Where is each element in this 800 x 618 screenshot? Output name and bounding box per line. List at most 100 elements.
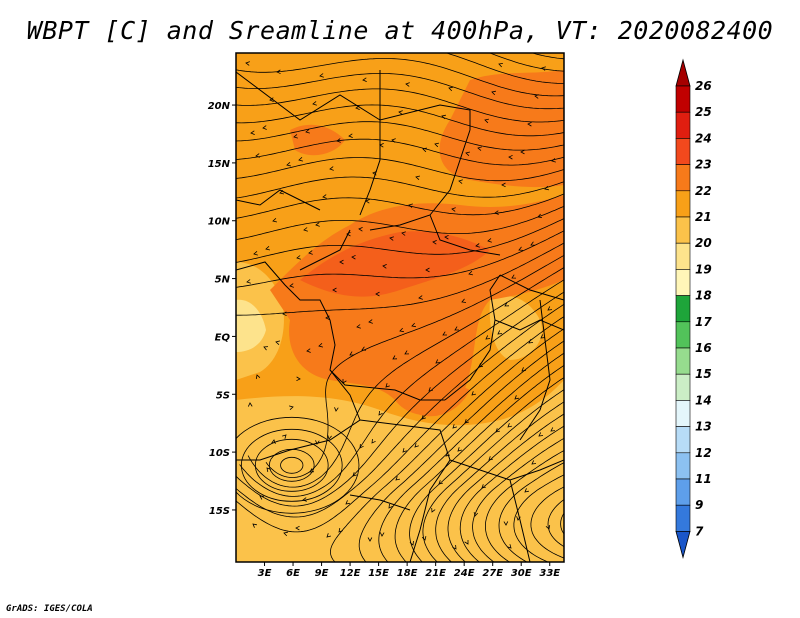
streamline-arrow	[395, 476, 400, 481]
streamline-arrow	[312, 101, 317, 106]
streamline	[513, 474, 564, 562]
streamline-arrow	[488, 456, 493, 461]
streamline	[488, 53, 564, 72]
colorbar-label: 23	[695, 158, 712, 172]
lat-tick-label: 10N	[208, 217, 231, 228]
colorbar-label: 9	[695, 498, 703, 512]
streamline-arrow	[537, 213, 543, 218]
streamline	[422, 389, 564, 562]
streamline-arrow	[547, 306, 553, 311]
streamline-arrow	[255, 374, 261, 379]
map-field	[236, 53, 569, 562]
lon-tick-label: 30E	[511, 568, 532, 579]
streamline-arrow	[501, 182, 506, 188]
lat-tick-label: 15S	[209, 506, 230, 517]
colorbar-label: 25	[695, 105, 712, 119]
colorbar-swatch	[675, 347, 691, 375]
streamlines	[236, 53, 569, 562]
colorbar-swatch	[675, 478, 691, 506]
colorbar-label: 19	[695, 262, 712, 276]
streamline-arrow	[421, 536, 427, 541]
streamline-arrow	[432, 240, 437, 245]
streamline-arrow	[293, 134, 298, 139]
streamline-arrow	[457, 447, 462, 452]
streamline-arrow	[295, 525, 300, 531]
colorbar-swatch	[675, 452, 691, 480]
streamline	[435, 401, 564, 562]
streamline-arrow	[425, 267, 430, 273]
colorbar-label: 14	[695, 393, 712, 407]
streamline-arrow	[315, 222, 320, 227]
streamline-arrow	[421, 415, 426, 420]
lon-tick-label: 12E	[340, 568, 361, 579]
lon-tick-label: 15E	[368, 568, 389, 579]
colorbar-label: 7	[695, 524, 704, 538]
colorbar-swatch	[675, 190, 691, 218]
colorbar-swatch	[675, 85, 691, 113]
streamline-arrow	[385, 383, 390, 388]
streamline-arrow	[361, 346, 367, 351]
streamline-arrow	[461, 298, 467, 303]
streamline-arrow	[375, 291, 380, 297]
streamline-arrow	[338, 528, 343, 533]
lon-tick-label: 3E	[258, 568, 272, 579]
streamline-arrow	[305, 129, 310, 134]
map-frame	[235, 52, 565, 563]
streamline-arrow	[498, 63, 503, 68]
streamline-arrow	[352, 472, 358, 477]
streamline	[236, 88, 564, 123]
streamline-arrow	[444, 234, 449, 240]
lon-tick-label: 24E	[454, 568, 475, 579]
streamline	[378, 352, 564, 562]
colorbar-swatch	[675, 321, 691, 349]
colorbar-swatch	[675, 216, 691, 244]
lat-tick-label: 5S	[216, 390, 230, 401]
streamline-arrow	[528, 339, 534, 344]
streamline	[566, 547, 569, 548]
colorbar-swatch	[675, 242, 691, 270]
streamline	[329, 328, 564, 562]
colorbar-swatch	[675, 373, 691, 401]
streamline-arrow	[551, 158, 556, 163]
streamline-arrow	[398, 110, 403, 115]
streamline-arrow	[282, 311, 287, 317]
colorbar-label: 24	[695, 131, 712, 145]
streamline	[236, 205, 564, 241]
colorbar-swatch	[675, 426, 691, 454]
streamline-arrow	[246, 279, 251, 284]
streamline-arrow	[392, 355, 398, 360]
streamline-arrow	[356, 324, 361, 329]
streamline	[547, 499, 564, 548]
streamline-arrow	[322, 194, 327, 199]
colorbar-label: 12	[695, 446, 712, 460]
streamline-ring	[254, 438, 329, 492]
streamline	[265, 254, 564, 478]
streamline-arrow	[367, 537, 373, 542]
streamline-arrow	[286, 162, 291, 167]
lon-tick-label: 27E	[482, 568, 503, 579]
streamline-arrow	[326, 533, 331, 538]
lon-tick-label: 33E	[539, 568, 560, 579]
streamline-arrow	[378, 410, 383, 416]
streamline-arrow	[265, 246, 270, 251]
streamline-arrow	[507, 423, 512, 428]
streamline-arrow	[362, 77, 367, 82]
streamline-arrow	[349, 351, 354, 356]
colorbar-label: 11	[695, 472, 712, 486]
map-title: WBPT [C] and Sreamline at 400hPa, VT: 20…	[26, 16, 774, 45]
streamline-arrow	[245, 61, 250, 66]
streamline-arrow	[507, 544, 512, 549]
streamline-arrow	[303, 227, 308, 232]
streamline-arrow	[402, 448, 407, 453]
streamline-arrow	[263, 346, 269, 351]
streamline-arrow	[485, 335, 491, 340]
streamline	[447, 413, 564, 562]
streamline-arrow	[531, 460, 537, 465]
streamline-arrow	[351, 254, 356, 260]
colorbar-label: 18	[695, 289, 712, 303]
streamline	[239, 279, 564, 497]
streamline-arrow	[471, 391, 476, 396]
streamline	[236, 316, 564, 533]
streamline-arrow	[442, 331, 447, 336]
